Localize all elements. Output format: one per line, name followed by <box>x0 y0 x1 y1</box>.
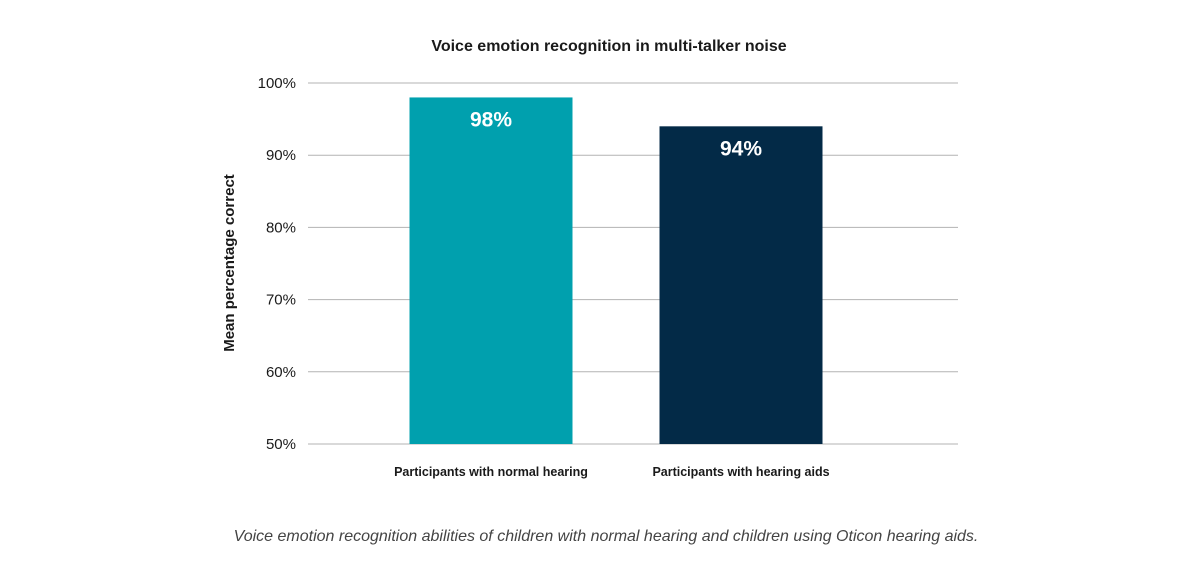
y-tick-label: 90% <box>266 147 296 164</box>
bar <box>409 97 573 444</box>
y-tick-label: 100% <box>258 75 296 92</box>
figure-caption: Voice emotion recognition abilities of c… <box>233 528 979 545</box>
y-tick-label: 70% <box>266 292 296 309</box>
y-tick-label: 60% <box>266 364 296 381</box>
x-tick-label: Participants with hearing aids <box>652 465 829 479</box>
chart-title: Voice emotion recognition in multi-talke… <box>431 38 786 55</box>
bar-chart: Voice emotion recognition in multi-talke… <box>221 38 958 479</box>
bar <box>659 126 823 444</box>
data-label: 98% <box>470 108 512 131</box>
y-tick-label: 80% <box>266 219 296 236</box>
y-axis-label: Mean percentage correct <box>221 174 238 352</box>
y-tick-label: 50% <box>266 436 296 453</box>
x-tick-label: Participants with normal hearing <box>394 465 588 479</box>
data-label: 94% <box>720 137 762 160</box>
